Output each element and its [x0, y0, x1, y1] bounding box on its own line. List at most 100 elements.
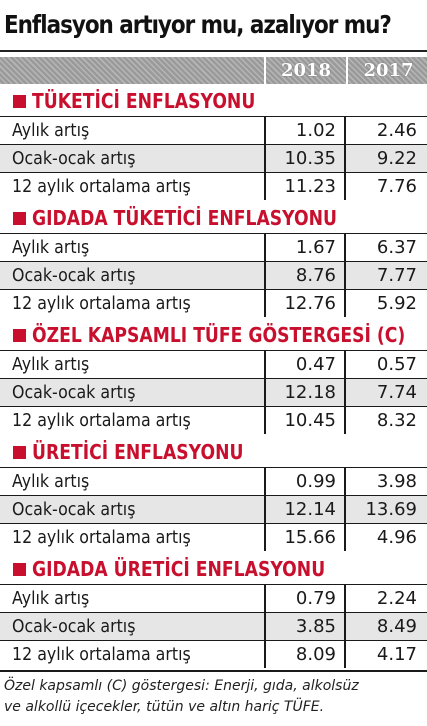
footnote-line-1: Özel kapsamlı (C) göstergesi: Enerji, gı… — [4, 678, 359, 694]
section-header: GIDADA ÜRETİCİ ENFLASYONU — [0, 554, 427, 584]
section-header: ÜRETİCİ ENFLASYONU — [0, 437, 427, 467]
column-header-2017: 2017 — [346, 57, 427, 84]
row-label: Aylık artış — [0, 117, 264, 144]
value-cell-2018: 8.76 — [264, 262, 344, 289]
section-title: GIDADA ÜRETİCİ ENFLASYONU — [32, 557, 326, 581]
section-title: TÜKETİCİ ENFLASYONU — [32, 89, 256, 113]
value-cell-2018: 11.23 — [264, 173, 344, 200]
row-label: Ocak-ocak artış — [0, 496, 264, 523]
row-label-text: 12 aylık ortalama artış — [12, 644, 191, 665]
value-cell-2017: 5.92 — [344, 290, 425, 317]
row-label-text: Aylık artış — [12, 120, 90, 141]
table-section: TÜKETİCİ ENFLASYONU Aylık artış 1.02 2.46 Oc… — [0, 86, 427, 200]
footnote-line-2: ve alkollü içecekler, tütün ve altın har… — [4, 699, 325, 715]
table-row: Ocak-ocak artış 12.14 13.69 — [0, 495, 427, 523]
table-row: Aylık artış 0.47 0.57 — [0, 350, 427, 378]
value-cell-2018: 1.02 — [264, 117, 344, 144]
row-label-text: 12 aylık ortalama artış — [12, 527, 191, 548]
value-cell-2017: 7.76 — [344, 173, 425, 200]
value-cell-2018: 8.09 — [264, 641, 344, 668]
value-cell-2017: 2.24 — [344, 585, 425, 612]
value-cell-2018: 15.66 — [264, 524, 344, 551]
value-cell-2017: 4.17 — [344, 641, 425, 668]
value-cell-2017: 2.46 — [344, 117, 425, 144]
row-label-text: Ocak-ocak artış — [12, 616, 136, 637]
row-label: Aylık artış — [0, 351, 264, 378]
row-label: 12 aylık ortalama artış — [0, 173, 264, 200]
table-section: ÜRETİCİ ENFLASYONU Aylık artış 0.99 3.98 Oca… — [0, 437, 427, 551]
table-row: 12 aylık ortalama artış 12.76 5.92 — [0, 289, 427, 317]
value-cell-2017: 6.37 — [344, 234, 425, 261]
value-cell-2018: 12.76 — [264, 290, 344, 317]
row-label: Ocak-ocak artış — [0, 379, 264, 406]
row-label: 12 aylık ortalama artış — [0, 641, 264, 668]
row-label: Aylık artış — [0, 234, 264, 261]
table-row: Aylık artış 1.02 2.46 — [0, 116, 427, 144]
red-square-bullet-icon — [13, 328, 26, 342]
value-cell-2017: 3.98 — [344, 468, 425, 495]
bottom-divider — [0, 670, 427, 672]
red-square-bullet-icon — [13, 94, 26, 108]
table-row: 12 aylık ortalama artış 10.45 8.32 — [0, 406, 427, 434]
value-cell-2018: 12.18 — [264, 379, 344, 406]
value-cell-2017: 7.74 — [344, 379, 425, 406]
value-cell-2018: 12.14 — [264, 496, 344, 523]
row-label: 12 aylık ortalama artış — [0, 524, 264, 551]
row-label-text: 12 aylık ortalama artış — [12, 176, 191, 197]
row-label-text: 12 aylık ortalama artış — [12, 410, 191, 431]
value-cell-2017: 4.96 — [344, 524, 425, 551]
value-cell-2018: 3.85 — [264, 613, 344, 640]
table-row: Aylık artış 0.99 3.98 — [0, 467, 427, 495]
row-label: Aylık artış — [0, 468, 264, 495]
table-row: 12 aylık ortalama artış 11.23 7.76 — [0, 172, 427, 200]
table-row: Aylık artış 0.79 2.24 — [0, 584, 427, 612]
value-cell-2017: 8.49 — [344, 613, 425, 640]
row-label-text: Aylık artış — [12, 588, 90, 609]
section-header: ÖZEL KAPSAMLI TÜFE GÖSTERGESİ (C) — [0, 320, 427, 350]
row-label: Ocak-ocak artış — [0, 262, 264, 289]
table-section: GIDADA TÜKETİCİ ENFLASYONU Aylık artış 1.6… — [0, 203, 427, 317]
value-cell-2017: 0.57 — [344, 351, 425, 378]
column-header-2018: 2018 — [264, 57, 346, 84]
row-label: Ocak-ocak artış — [0, 613, 264, 640]
table-section: GIDADA ÜRETİCİ ENFLASYONU Aylık artış 0.79… — [0, 554, 427, 668]
footnote: Özel kapsamlı (C) göstergesi: Enerji, gı… — [4, 676, 424, 718]
section-title: ÜRETİCİ ENFLASYONU — [32, 440, 244, 464]
value-cell-2017: 8.32 — [344, 407, 425, 434]
row-label-text: 12 aylık ortalama artış — [12, 293, 191, 314]
table-row: Aylık artış 1.67 6.37 — [0, 233, 427, 261]
table-header: 2018 2017 — [0, 57, 427, 84]
value-cell-2018: 10.45 — [264, 407, 344, 434]
value-cell-2017: 9.22 — [344, 145, 425, 172]
row-label-text: Ocak-ocak artış — [12, 499, 136, 520]
row-label: Aylık artış — [0, 585, 264, 612]
table-section: ÖZEL KAPSAMLI TÜFE GÖSTERGESİ (C) Aylık a… — [0, 320, 427, 434]
section-title: ÖZEL KAPSAMLI TÜFE GÖSTERGESİ (C) — [32, 323, 406, 347]
row-label: 12 aylık ortalama artış — [0, 407, 264, 434]
value-cell-2017: 13.69 — [344, 496, 425, 523]
row-label-text: Ocak-ocak artış — [12, 382, 136, 403]
row-label: Ocak-ocak artış — [0, 145, 264, 172]
table-row: Ocak-ocak artış 10.35 9.22 — [0, 144, 427, 172]
page-title: Enflasyon artıyor mu, azalıyor mu? — [4, 10, 392, 39]
red-square-bullet-icon — [13, 445, 26, 459]
value-cell-2018: 0.79 — [264, 585, 344, 612]
section-title: GIDADA TÜKETİCİ ENFLASYONU — [32, 206, 337, 230]
row-label-text: Ocak-ocak artış — [12, 265, 136, 286]
row-label-text: Ocak-ocak artış — [12, 148, 136, 169]
section-header: GIDADA TÜKETİCİ ENFLASYONU — [0, 203, 427, 233]
red-square-bullet-icon — [13, 211, 26, 225]
value-cell-2018: 0.47 — [264, 351, 344, 378]
value-cell-2017: 7.77 — [344, 262, 425, 289]
row-label: 12 aylık ortalama artış — [0, 290, 264, 317]
title-divider — [0, 50, 427, 52]
row-label-text: Aylık artış — [12, 471, 90, 492]
value-cell-2018: 10.35 — [264, 145, 344, 172]
value-cell-2018: 0.99 — [264, 468, 344, 495]
row-label-text: Aylık artış — [12, 237, 90, 258]
red-square-bullet-icon — [13, 562, 26, 576]
table-row: Ocak-ocak artış 8.76 7.77 — [0, 261, 427, 289]
table-row: 12 aylık ortalama artış 8.09 4.17 — [0, 640, 427, 668]
header-label-cell — [0, 57, 264, 84]
